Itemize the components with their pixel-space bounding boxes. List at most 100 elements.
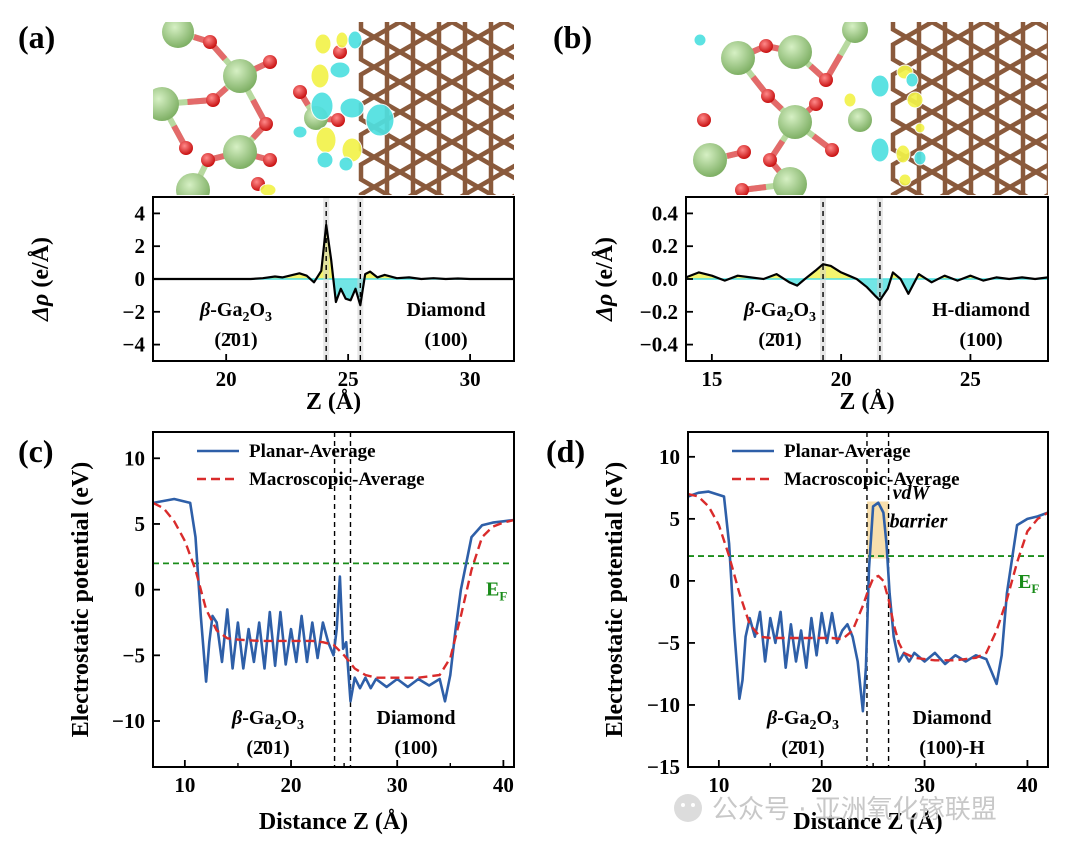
charge-accumulation-isosurface xyxy=(895,144,911,164)
charge-depletion-isosurface xyxy=(913,150,927,166)
charge-depletion-isosurface xyxy=(292,125,308,139)
plot-area xyxy=(153,197,514,361)
y-axis-title: Δρ (e/Å) xyxy=(28,237,54,322)
c-c-bond-ring xyxy=(358,184,390,195)
ga-atom xyxy=(153,87,179,121)
y-tick-label: −15 xyxy=(647,755,680,779)
o-atom xyxy=(735,183,749,195)
left-facet-label: (2̄01) xyxy=(214,329,257,351)
series-line-delta-rho xyxy=(686,263,1048,302)
y-axis-title: Electrostatic potential (eV) xyxy=(602,462,628,737)
y-tick-label: −10 xyxy=(112,709,145,733)
c-c-bond-ring xyxy=(387,202,413,232)
charge-depletion-isosurface xyxy=(310,91,334,121)
ga-atom xyxy=(162,22,194,48)
c-c-bond-ring xyxy=(462,184,494,195)
o-atom xyxy=(809,97,823,111)
o-atom xyxy=(259,117,273,131)
charge-depletion-isosurface xyxy=(693,33,707,47)
right-facet-label: (100) xyxy=(424,329,467,351)
c-c-bond-ring xyxy=(1046,132,1048,152)
plot-area xyxy=(688,432,1048,767)
x-tick-label: 30 xyxy=(460,367,481,391)
o-atom xyxy=(333,45,347,59)
c-c-bond-ring xyxy=(517,7,543,37)
legend-label-macro: Macroscopic-Average xyxy=(784,469,960,490)
charge-accumulation-isosurface xyxy=(914,122,926,134)
x-axis-title: Z (Å) xyxy=(839,389,894,415)
ga-atom xyxy=(773,167,807,195)
plot-area xyxy=(153,432,514,767)
c-c-bond-ring xyxy=(517,187,543,217)
c-c-bond-ring xyxy=(1046,162,1048,182)
c-c-bond-ring xyxy=(971,202,997,232)
charge-depletion-isosurface xyxy=(316,151,334,169)
o-atom xyxy=(819,73,833,87)
left-facet-label: (2̄01) xyxy=(246,737,289,759)
y-tick-label: 0 xyxy=(135,267,146,291)
o-atom xyxy=(331,113,345,127)
y-axis-title-unit: (e/Å) xyxy=(28,237,54,294)
c-c-bond-ring xyxy=(1046,72,1048,92)
y-tick-label: −10 xyxy=(647,693,680,717)
ga-atom xyxy=(693,143,727,177)
y-axis-title: Δρ (e/Å) xyxy=(592,237,618,322)
charge-depletion-isosurface xyxy=(870,137,890,163)
left-facet-label: (2̄01) xyxy=(758,329,801,351)
y-tick-label: 0.4 xyxy=(652,201,679,225)
o-atom xyxy=(761,89,775,103)
right-material-label: H-diamond xyxy=(932,299,1030,321)
c-c-bond-ring xyxy=(1046,192,1048,195)
watermark-text: 公众号 · 亚洲氧化镓联盟 xyxy=(712,795,997,825)
left-material-label: β-Ga2O3 xyxy=(766,707,839,733)
o-atom xyxy=(763,153,777,167)
y-tick-label: 0 xyxy=(135,578,146,602)
y-tick-label: −0.4 xyxy=(640,333,679,357)
charge-density-isosurface-a xyxy=(259,30,395,195)
y-tick-label: 5 xyxy=(670,507,681,531)
y-tick-label: 2 xyxy=(135,234,146,258)
plot-frame xyxy=(152,431,515,768)
ga-atom xyxy=(842,22,868,43)
c-c-bond-ring xyxy=(1020,169,1048,195)
x-tick-label: 40 xyxy=(1017,773,1038,797)
ga-atom xyxy=(848,108,872,132)
o-atom xyxy=(825,143,839,157)
legend-label-planar: Planar-Average xyxy=(784,441,911,462)
structure-image-b xyxy=(686,22,1049,232)
charge-accumulation-isosurface xyxy=(906,91,924,109)
y-axis-title: Electrostatic potential (eV) xyxy=(68,462,94,737)
c-c-bond-ring xyxy=(410,184,442,195)
right-facet-label: (100) xyxy=(394,737,437,759)
diamond-lattice-b xyxy=(890,22,1049,232)
o-atom xyxy=(263,153,277,167)
charge-depletion-isosurface xyxy=(347,30,363,50)
x-tick-label: 10 xyxy=(708,773,729,797)
c-c-bond-ring xyxy=(1046,22,1048,32)
y-tick-label: −2 xyxy=(123,300,145,324)
c-c-bond-ring xyxy=(919,202,945,232)
panel-label-d: (d) xyxy=(546,433,585,469)
y-tick-label: −5 xyxy=(123,643,145,667)
x-axis-title: Z (Å) xyxy=(306,389,361,415)
y-tick-label: 0.0 xyxy=(652,267,678,291)
panel-label-b: (b) xyxy=(553,19,592,55)
charge-depletion-isosurface xyxy=(329,61,351,79)
structure-image-a xyxy=(153,7,543,232)
left-material-label: β-Ga2O3 xyxy=(743,299,816,325)
x-tick-label: 10 xyxy=(174,773,195,797)
y-tick-label: −0.2 xyxy=(640,300,678,324)
series-line-macroscopic-average xyxy=(153,501,514,679)
c-c-bond-ring xyxy=(1023,202,1049,232)
watermark: 公众号 · 亚洲氧化镓联盟 xyxy=(674,794,997,825)
c-c-bond-ring xyxy=(517,67,543,97)
series-line-planar-average xyxy=(153,497,514,703)
ga-atom xyxy=(176,173,210,195)
panel-label-c: (c) xyxy=(18,433,54,469)
c-c-bond-ring xyxy=(1046,42,1048,62)
y-axis-title-unit: (e/Å) xyxy=(592,237,618,294)
charge-accumulation-isosurface xyxy=(314,33,332,55)
charge-accumulation-isosurface xyxy=(843,92,857,108)
o-atom xyxy=(203,35,217,49)
x-axis-title: Distance Z (Å) xyxy=(793,809,942,835)
